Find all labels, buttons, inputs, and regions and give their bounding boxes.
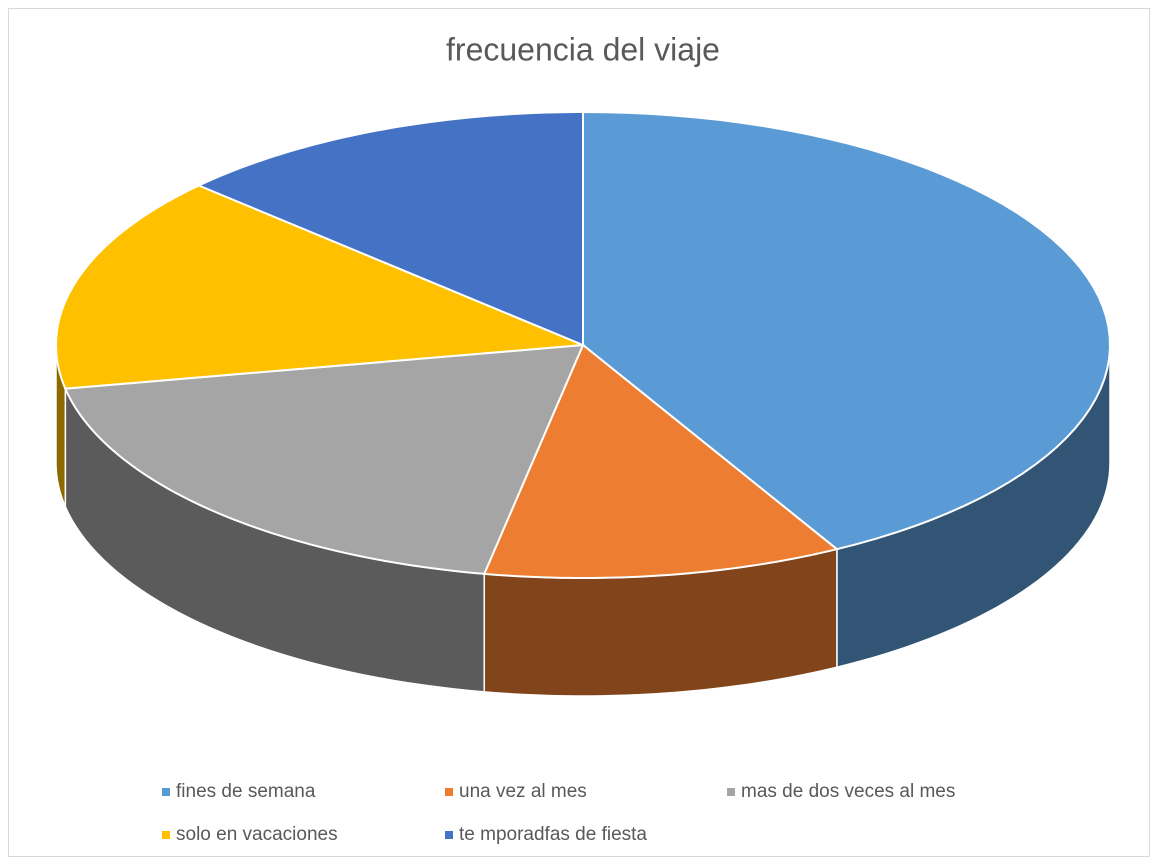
legend-marker [727,788,735,796]
legend: fines de semana una vez al mes mas de dos … [162,781,955,845]
legend-label: una vez al mes [459,781,587,802]
legend-marker [162,788,170,796]
legend-marker [445,831,453,839]
legend-label: fines de semana [176,781,316,802]
legend-marker [445,788,453,796]
pie-slice [54,184,584,390]
pie-slice [582,110,1111,551]
legend-label: te mporadfas de fiesta [459,824,647,845]
legend-label: solo en vacaciones [176,824,338,845]
pie-slice [63,343,585,575]
legend-label: mas de dos veces al mes [741,781,955,802]
pie-slice [482,343,840,579]
pie-tops [54,110,1111,579]
legend-marker [162,831,170,839]
pie-slice [196,110,584,347]
chart-title: frecuencia del viaje [446,31,720,67]
